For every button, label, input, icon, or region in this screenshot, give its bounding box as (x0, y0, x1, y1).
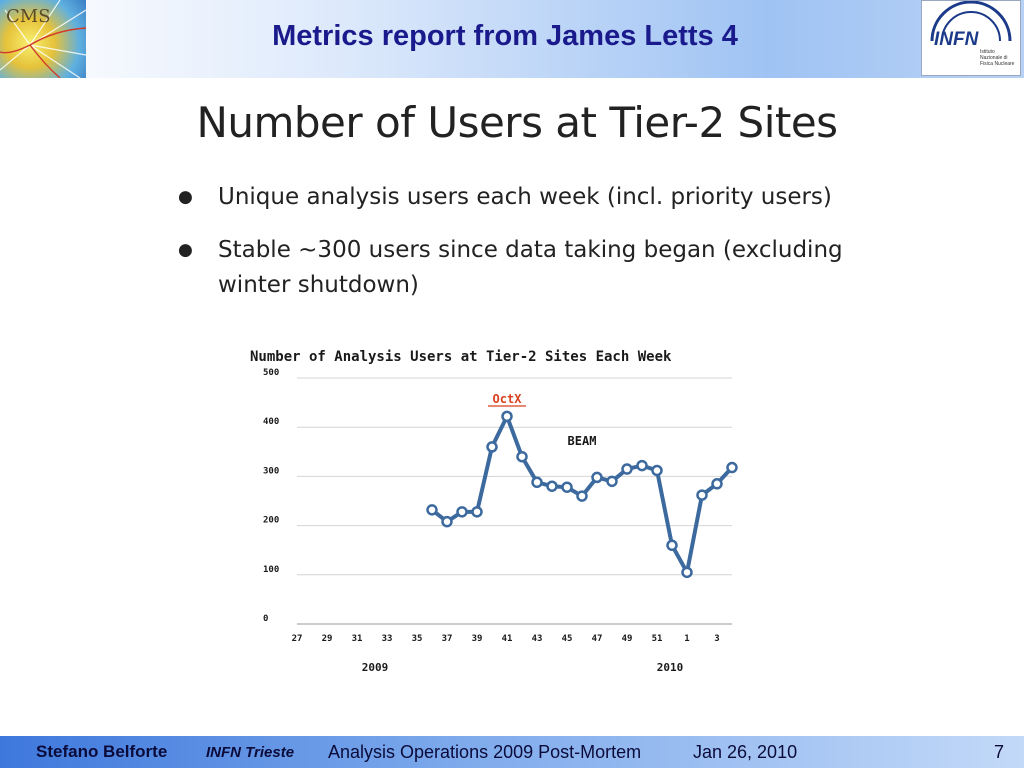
x-tick-label: 45 (562, 634, 573, 644)
data-point (471, 506, 483, 518)
annotation-label: BEAM (568, 434, 597, 448)
footer-bar: Stefano Belforte INFN Trieste Analysis O… (0, 736, 1024, 768)
x-tick-label: 33 (382, 634, 393, 644)
bullet-item: Unique analysis users each week (incl. p… (178, 180, 898, 215)
data-point (426, 504, 438, 516)
data-point (666, 539, 678, 552)
data-point (591, 471, 603, 484)
infn-logo-text: INFN (934, 29, 980, 50)
data-point (486, 441, 498, 453)
x-tick-label: 49 (622, 634, 633, 644)
data-point (546, 480, 558, 492)
x-tick-label: 35 (412, 634, 423, 644)
infn-logo-caption: Istituto Nazionale di Fisica Nucleare (980, 49, 1015, 67)
y-tick-label: 0 (263, 614, 268, 624)
data-point (576, 490, 588, 502)
header-bar: CMS Metrics report from James Letts 4 IN… (0, 0, 1024, 78)
header-title: Metrics report from James Letts 4 (272, 20, 738, 52)
footer-affiliation: INFN Trieste (206, 744, 295, 761)
x-tick-label: 43 (532, 634, 543, 644)
data-point (516, 450, 528, 463)
cms-logo: CMS (0, 0, 86, 78)
x-tick-label: 29 (322, 634, 333, 644)
year-label: 2010 (657, 661, 684, 674)
data-point (726, 461, 738, 474)
data-point (606, 475, 618, 488)
data-point (636, 459, 648, 472)
x-tick-label: 37 (442, 634, 453, 644)
data-point (681, 566, 693, 579)
x-tick-label: 31 (352, 634, 363, 644)
footer-talk-title: Analysis Operations 2009 Post-Mortem (328, 742, 642, 762)
x-tick-label: 1 (684, 634, 689, 644)
footer-author: Stefano Belforte (36, 742, 168, 761)
infn-logo-graphic: INFN (930, 0, 1018, 67)
cms-logo-text: CMS (6, 6, 51, 27)
data-point (531, 476, 543, 489)
data-point (501, 410, 513, 423)
footer-page-number: 7 (994, 742, 1005, 762)
cms-logo-graphic: CMS (0, 0, 86, 78)
x-tick-label: 51 (652, 634, 663, 644)
users-line-chart: Number of Analysis Users at Tier-2 Sites… (250, 349, 738, 674)
bullet-item: Stable ~300 users since data taking bega… (178, 233, 898, 303)
data-point (441, 515, 453, 528)
data-point (711, 478, 723, 490)
footer-date: Jan 26, 2010 (693, 742, 798, 762)
data-point (696, 489, 708, 501)
data-point (456, 506, 468, 518)
y-tick-label: 500 (263, 368, 279, 378)
slide-title: Number of Users at Tier-2 Sites (196, 98, 838, 147)
y-tick-label: 400 (263, 417, 279, 427)
annotation-label: OctX (493, 392, 523, 406)
bullet-list: Unique analysis users each week (incl. p… (178, 180, 898, 321)
x-tick-label: 47 (592, 634, 603, 644)
infn-logo: INFN Istituto Nazionale di Fisica Nuclea… (921, 0, 1021, 76)
x-tick-label: 27 (292, 634, 303, 644)
x-tick-label: 41 (502, 634, 513, 644)
x-tick-label: 39 (472, 634, 483, 644)
data-point (651, 464, 663, 477)
y-tick-label: 300 (263, 466, 279, 476)
y-tick-label: 200 (263, 516, 279, 526)
chart-title: Number of Analysis Users at Tier-2 Sites… (250, 349, 672, 365)
y-tick-label: 100 (263, 565, 279, 575)
x-tick-label: 3 (714, 634, 719, 644)
data-point (621, 463, 633, 475)
year-label: 2009 (362, 661, 389, 674)
data-point (561, 481, 573, 493)
